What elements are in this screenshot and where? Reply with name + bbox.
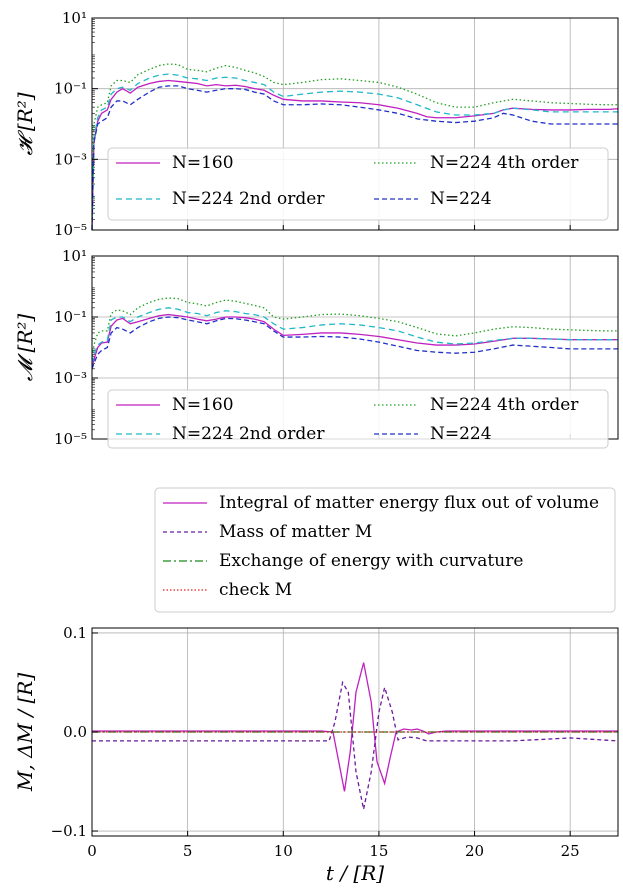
x-tick-label: 0 (87, 842, 97, 860)
legend-label: N=224 2nd order (172, 424, 325, 444)
x-tick-label: 15 (369, 842, 388, 860)
y-tick-label: 0.1 (63, 624, 87, 642)
y-tick-label: −0.1 (51, 822, 87, 840)
series-line-1 (91, 313, 618, 369)
y-tick-label: 10⁻¹ (54, 308, 87, 326)
x-tick-label: 5 (183, 842, 193, 860)
y-tick-label: 10¹ (62, 9, 87, 27)
y-tick-label: 10⁻³ (54, 150, 87, 168)
y-tick-label: 10⁻⁵ (54, 430, 87, 448)
x-tick-label: 20 (465, 842, 484, 860)
legend: N=160 N=224 2nd order N=224 4th order N=224 (107, 147, 609, 221)
x-tick-label: 25 (561, 842, 580, 860)
chart-panel-1: 10⁻⁵ 10⁻³ 10⁻¹ 10¹ 𝓗 [R²] N=160 N=224 2nd orde… (13, 9, 619, 239)
legend-label: N=160 (172, 153, 234, 173)
legend-label: check M (219, 580, 292, 600)
legend: Integral of matter energy flux out of vo… (154, 487, 616, 613)
x-tick-label: 10 (274, 842, 293, 860)
legend-label: N=160 (172, 395, 234, 415)
legend-label: N=224 4th order (430, 153, 579, 173)
legend-label: Mass of matter M (219, 522, 372, 542)
y-axis-label: 𝓗 [R²] (13, 92, 37, 155)
series-line-2 (92, 680, 619, 810)
series-line-2 (91, 307, 618, 364)
y-tick-label: 10⁻³ (54, 369, 87, 387)
y-tick-label: 0.0 (63, 723, 87, 741)
series-line-4 (91, 85, 618, 231)
series-line-1 (91, 79, 619, 231)
series-line-4 (91, 316, 618, 370)
legend-label: N=224 2nd order (172, 189, 325, 209)
y-tick-label: 10¹ (62, 247, 87, 265)
legend-label: Exchange of energy with curvature (219, 551, 523, 571)
legend-box (107, 389, 609, 449)
legend-box (154, 487, 616, 613)
legend-label: Integral of matter energy flux out of vo… (219, 493, 599, 513)
x-axis-label: t / [R] (326, 861, 384, 885)
y-axis-label: 𝓜 [R²] (13, 314, 37, 382)
series-line-1 (92, 662, 618, 792)
y-axis-label: M, ΔM / [R] (13, 673, 37, 792)
legend-label: N=224 (430, 424, 492, 444)
legend-label: N=224 (430, 189, 492, 209)
plot-frame (91, 17, 619, 231)
legend-label: N=224 4th order (430, 395, 579, 415)
chart-panel-2: 10⁻⁵ 10⁻³ 10⁻¹ 10¹ 𝓜 [R²] N=160 N=224 2nd orde… (13, 247, 619, 449)
chart-panel-3: −0.1 0.0 0.1 0 5 10 15 20 25 M, ΔM / [R] t / [R] In… (13, 487, 619, 885)
legend: N=160 N=224 2nd order N=224 4th order N=224 (107, 389, 609, 449)
y-tick-label: 10⁻¹ (54, 80, 87, 98)
y-tick-label: 10⁻⁵ (54, 221, 87, 239)
legend-box (107, 147, 609, 221)
series-line-3 (91, 297, 618, 360)
